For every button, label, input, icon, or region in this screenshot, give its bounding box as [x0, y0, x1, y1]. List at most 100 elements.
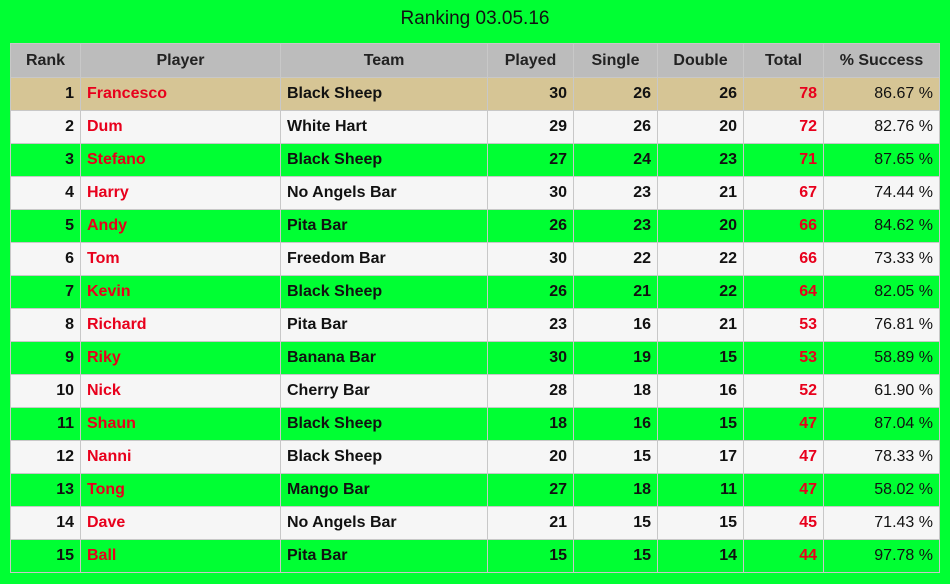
cell-total: 64: [743, 275, 824, 309]
cell-single: 16: [573, 407, 658, 441]
cell-team: Banana Bar: [280, 341, 488, 375]
cell-total: 45: [743, 506, 824, 540]
cell-player: Andy: [80, 209, 281, 243]
cell-single: 19: [573, 341, 658, 375]
cell-total: 47: [743, 473, 824, 507]
cell-rank: 6: [10, 242, 81, 276]
column-header-rank[interactable]: Rank: [10, 43, 81, 78]
cell-team: Black Sheep: [280, 407, 488, 441]
cell-success: 84.62 %: [823, 209, 940, 243]
cell-player: Tom: [80, 242, 281, 276]
column-header-single[interactable]: Single: [573, 43, 658, 78]
cell-played: 30: [487, 341, 574, 375]
cell-double: 21: [657, 176, 744, 210]
column-header-played[interactable]: Played: [487, 43, 574, 78]
cell-double: 14: [657, 539, 744, 573]
cell-success: 78.33 %: [823, 440, 940, 474]
cell-double: 23: [657, 143, 744, 177]
cell-player: Nick: [80, 374, 281, 408]
cell-played: 26: [487, 209, 574, 243]
table-row: 5 Andy Pita Bar 26 23 20 66 84.62 %: [10, 209, 940, 243]
cell-played: 20: [487, 440, 574, 474]
cell-team: No Angels Bar: [280, 176, 488, 210]
cell-team: Pita Bar: [280, 209, 488, 243]
cell-team: Mango Bar: [280, 473, 488, 507]
ranking-table: Rank Player Team Played Single Double To…: [10, 43, 940, 573]
cell-success: 82.05 %: [823, 275, 940, 309]
cell-single: 24: [573, 143, 658, 177]
cell-double: 22: [657, 242, 744, 276]
cell-team: Black Sheep: [280, 440, 488, 474]
column-header-team[interactable]: Team: [280, 43, 488, 78]
cell-single: 15: [573, 506, 658, 540]
cell-double: 16: [657, 374, 744, 408]
cell-success: 58.89 %: [823, 341, 940, 375]
cell-team: Black Sheep: [280, 143, 488, 177]
cell-player: Nanni: [80, 440, 281, 474]
cell-total: 66: [743, 209, 824, 243]
cell-rank: 15: [10, 539, 81, 573]
cell-success: 87.65 %: [823, 143, 940, 177]
cell-single: 23: [573, 176, 658, 210]
cell-team: Black Sheep: [280, 77, 488, 111]
cell-played: 21: [487, 506, 574, 540]
cell-rank: 1: [10, 77, 81, 111]
table-row: 10 Nick Cherry Bar 28 18 16 52 61.90 %: [10, 374, 940, 408]
cell-single: 15: [573, 440, 658, 474]
header-row: Rank Player Team Played Single Double To…: [10, 43, 940, 78]
cell-played: 26: [487, 275, 574, 309]
cell-team: Freedom Bar: [280, 242, 488, 276]
column-header-success[interactable]: % Success: [823, 43, 940, 78]
cell-success: 71.43 %: [823, 506, 940, 540]
cell-rank: 13: [10, 473, 81, 507]
cell-played: 27: [487, 473, 574, 507]
cell-played: 29: [487, 110, 574, 144]
cell-single: 26: [573, 110, 658, 144]
cell-player: Stefano: [80, 143, 281, 177]
cell-single: 18: [573, 473, 658, 507]
table-row: 1 Francesco Black Sheep 30 26 26 78 86.67 %: [10, 77, 940, 111]
cell-single: 26: [573, 77, 658, 111]
cell-total: 71: [743, 143, 824, 177]
page-title: Ranking 03.05.16: [400, 8, 550, 29]
cell-single: 23: [573, 209, 658, 243]
cell-success: 82.76 %: [823, 110, 940, 144]
cell-rank: 9: [10, 341, 81, 375]
cell-player: Dum: [80, 110, 281, 144]
ranking-body: 1 Francesco Black Sheep 30 26 26 78 86.67 % 2 Dum…: [10, 77, 940, 573]
table-row: 13 Tong Mango Bar 27 18 11 47 58.02 %: [10, 473, 940, 507]
cell-total: 47: [743, 440, 824, 474]
cell-played: 23: [487, 308, 574, 342]
cell-double: 15: [657, 341, 744, 375]
cell-success: 74.44 %: [823, 176, 940, 210]
cell-team: White Hart: [280, 110, 488, 144]
column-header-double[interactable]: Double: [657, 43, 744, 78]
cell-played: 30: [487, 242, 574, 276]
cell-player: Kevin: [80, 275, 281, 309]
cell-single: 16: [573, 308, 658, 342]
cell-player: Riky: [80, 341, 281, 375]
table-row: 2 Dum White Hart 29 26 20 72 82.76 %: [10, 110, 940, 144]
table-row: 14 Dave No Angels Bar 21 15 15 45 71.43 %: [10, 506, 940, 540]
cell-total: 78: [743, 77, 824, 111]
table-row: 3 Stefano Black Sheep 27 24 23 71 87.65 %: [10, 143, 940, 177]
cell-total: 67: [743, 176, 824, 210]
cell-single: 18: [573, 374, 658, 408]
cell-single: 22: [573, 242, 658, 276]
cell-success: 73.33 %: [823, 242, 940, 276]
column-header-total[interactable]: Total: [743, 43, 824, 78]
table-row: 7 Kevin Black Sheep 26 21 22 64 82.05 %: [10, 275, 940, 309]
cell-rank: 10: [10, 374, 81, 408]
cell-double: 20: [657, 209, 744, 243]
table-row: 11 Shaun Black Sheep 18 16 15 47 87.04 %: [10, 407, 940, 441]
cell-single: 15: [573, 539, 658, 573]
cell-success: 97.78 %: [823, 539, 940, 573]
cell-success: 87.04 %: [823, 407, 940, 441]
table-row: 4 Harry No Angels Bar 30 23 21 67 74.44 %: [10, 176, 940, 210]
cell-success: 61.90 %: [823, 374, 940, 408]
cell-double: 21: [657, 308, 744, 342]
cell-player: Tong: [80, 473, 281, 507]
column-header-player[interactable]: Player: [80, 43, 281, 78]
cell-double: 26: [657, 77, 744, 111]
cell-rank: 14: [10, 506, 81, 540]
